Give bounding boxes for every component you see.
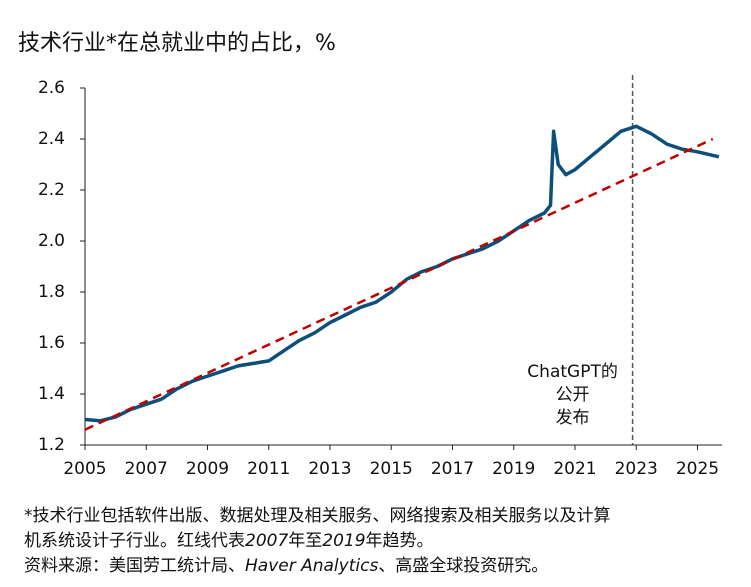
x-tick-label: 2009 [186, 459, 229, 479]
footnote-part: 机系统设计子行业。红线代表 [24, 531, 245, 551]
y-tick-label: 1.2 [38, 435, 65, 455]
event-label: 公开 [556, 385, 590, 405]
footnote-part: 资料来源：美国劳工统计局、 [24, 556, 245, 576]
x-tick-label: 2013 [308, 459, 351, 479]
y-tick-label: 1.6 [38, 333, 65, 353]
footnote: 资料来源：美国劳工统计局、Haver Analytics、高盛全球投资研究。 [24, 556, 548, 576]
footnote-part: 、高盛全球投资研究。 [378, 556, 548, 576]
footnote-part: Haver Analytics [245, 556, 378, 576]
x-tick-label: 2005 [63, 459, 106, 479]
x-tick-label: 2019 [492, 459, 535, 479]
y-tick-label: 2.2 [38, 180, 65, 200]
x-tick-label: 2025 [676, 459, 719, 479]
trend-line [84, 137, 714, 431]
data-line [84, 124, 720, 423]
footnote-part: 2007 [245, 531, 288, 551]
y-tick-label: 2.4 [38, 129, 65, 149]
footnote: *技术行业包括软件出版、数据处理及相关服务、网络搜索及相关服务以及计算 [24, 506, 611, 526]
x-tick-label: 2007 [125, 459, 168, 479]
x-tick-label: 2011 [247, 459, 290, 479]
footnote-part: *技术行业包括软件出版、数据处理及相关服务、网络搜索及相关服务以及计算 [24, 506, 611, 526]
footnote-part: 2019 [322, 531, 365, 551]
y-tick-label: 1.4 [38, 384, 65, 404]
x-tick-label: 2023 [615, 459, 658, 479]
y-tick-label: 2.6 [38, 78, 65, 98]
footnote: 机系统设计子行业。红线代表2007年至2019年趋势。 [24, 531, 434, 551]
event-label: ChatGPT的 [527, 362, 618, 382]
y-tick-label: 1.8 [38, 282, 65, 302]
event-label: 发布 [556, 408, 590, 428]
footnote-part: 年至 [288, 531, 322, 551]
footnote-part: 年趋势。 [366, 531, 434, 551]
x-tick-label: 2021 [553, 459, 596, 479]
chart-title: 技术行业*在总就业中的占比，% [18, 31, 336, 56]
y-tick-label: 2.0 [38, 231, 65, 251]
x-tick-label: 2015 [370, 459, 413, 479]
x-tick-label: 2017 [431, 459, 474, 479]
